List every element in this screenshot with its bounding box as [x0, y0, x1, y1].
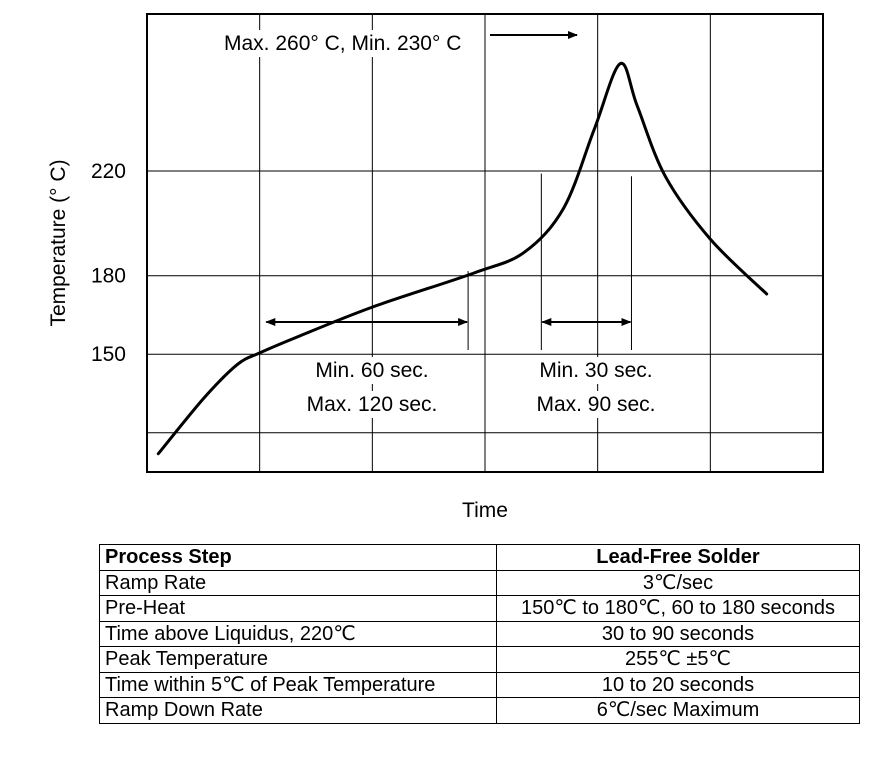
- cell-value: 30 to 90 seconds: [496, 620, 860, 647]
- cell-value: 10 to 20 seconds: [496, 671, 860, 698]
- cell-step: Pre-Heat: [99, 595, 497, 622]
- y-tick-label: 150: [91, 343, 126, 366]
- cell-value: 150℃ to 180℃, 60 to 180 seconds: [496, 595, 860, 622]
- cell-step: Time within 5℃ of Peak Temperature: [99, 671, 497, 698]
- table-header-row: Process Step Lead-Free Solder: [99, 544, 860, 571]
- annotation-background: [533, 357, 659, 384]
- table-row: Ramp Rate 3℃/sec: [99, 569, 860, 596]
- preheat-max-label: Max. 120 sec.: [307, 393, 438, 416]
- annotation-background: [218, 30, 468, 57]
- liquidus-min-label: Min. 30 sec.: [539, 359, 652, 382]
- x-axis-title: Time: [462, 499, 508, 522]
- table-row: Time within 5℃ of Peak Temperature 10 to…: [99, 671, 860, 698]
- table-row: Ramp Down Rate 6℃/sec Maximum: [99, 697, 860, 724]
- annotation-background: [309, 357, 435, 384]
- y-tick-labels: 150 180 220: [91, 160, 126, 366]
- plot-frame: [146, 13, 824, 473]
- cell-step: Peak Temperature: [99, 646, 497, 673]
- process-step-table: Process Step Lead-Free Solder Ramp Rate …: [99, 544, 860, 724]
- preheat-min-label: Min. 60 sec.: [315, 359, 428, 382]
- cell-value: 3℃/sec: [496, 569, 860, 596]
- profile-curve: [156, 62, 769, 456]
- annotation-background: [300, 391, 444, 418]
- table-row: Peak Temperature 255℃ ±5℃: [99, 646, 860, 673]
- peak-annotation: Max. 260° C, Min. 230° C: [224, 32, 461, 55]
- header-process-step: Process Step: [99, 544, 497, 571]
- cell-value: 6℃/sec Maximum: [496, 697, 860, 724]
- y-axis-title: Temperature (° C): [47, 159, 70, 326]
- time-span-markers: [264, 173, 632, 351]
- header-lead-free-solder: Lead-Free Solder: [496, 544, 860, 571]
- y-tick-label: 180: [91, 265, 126, 288]
- y-tick-label: 220: [91, 160, 126, 183]
- series-layer: [156, 62, 769, 456]
- annotation-backgrounds: [218, 30, 662, 418]
- liquidus-max-label: Max. 90 sec.: [536, 393, 655, 416]
- table-row: Time above Liquidus, 220℃ 30 to 90 secon…: [99, 620, 860, 647]
- cell-value: 255℃ ±5℃: [496, 646, 860, 673]
- annotation-background: [530, 391, 662, 418]
- cell-step: Time above Liquidus, 220℃: [99, 620, 497, 647]
- cell-step: Ramp Rate: [99, 569, 497, 596]
- chart-grid: [147, 14, 823, 472]
- reflow-profile-chart: 150 180 220 Time Temperature (° C) Max. 26…: [47, 13, 824, 522]
- table-row: Pre-Heat 150℃ to 180℃, 60 to 180 seconds: [99, 595, 860, 622]
- cell-step: Ramp Down Rate: [99, 697, 497, 724]
